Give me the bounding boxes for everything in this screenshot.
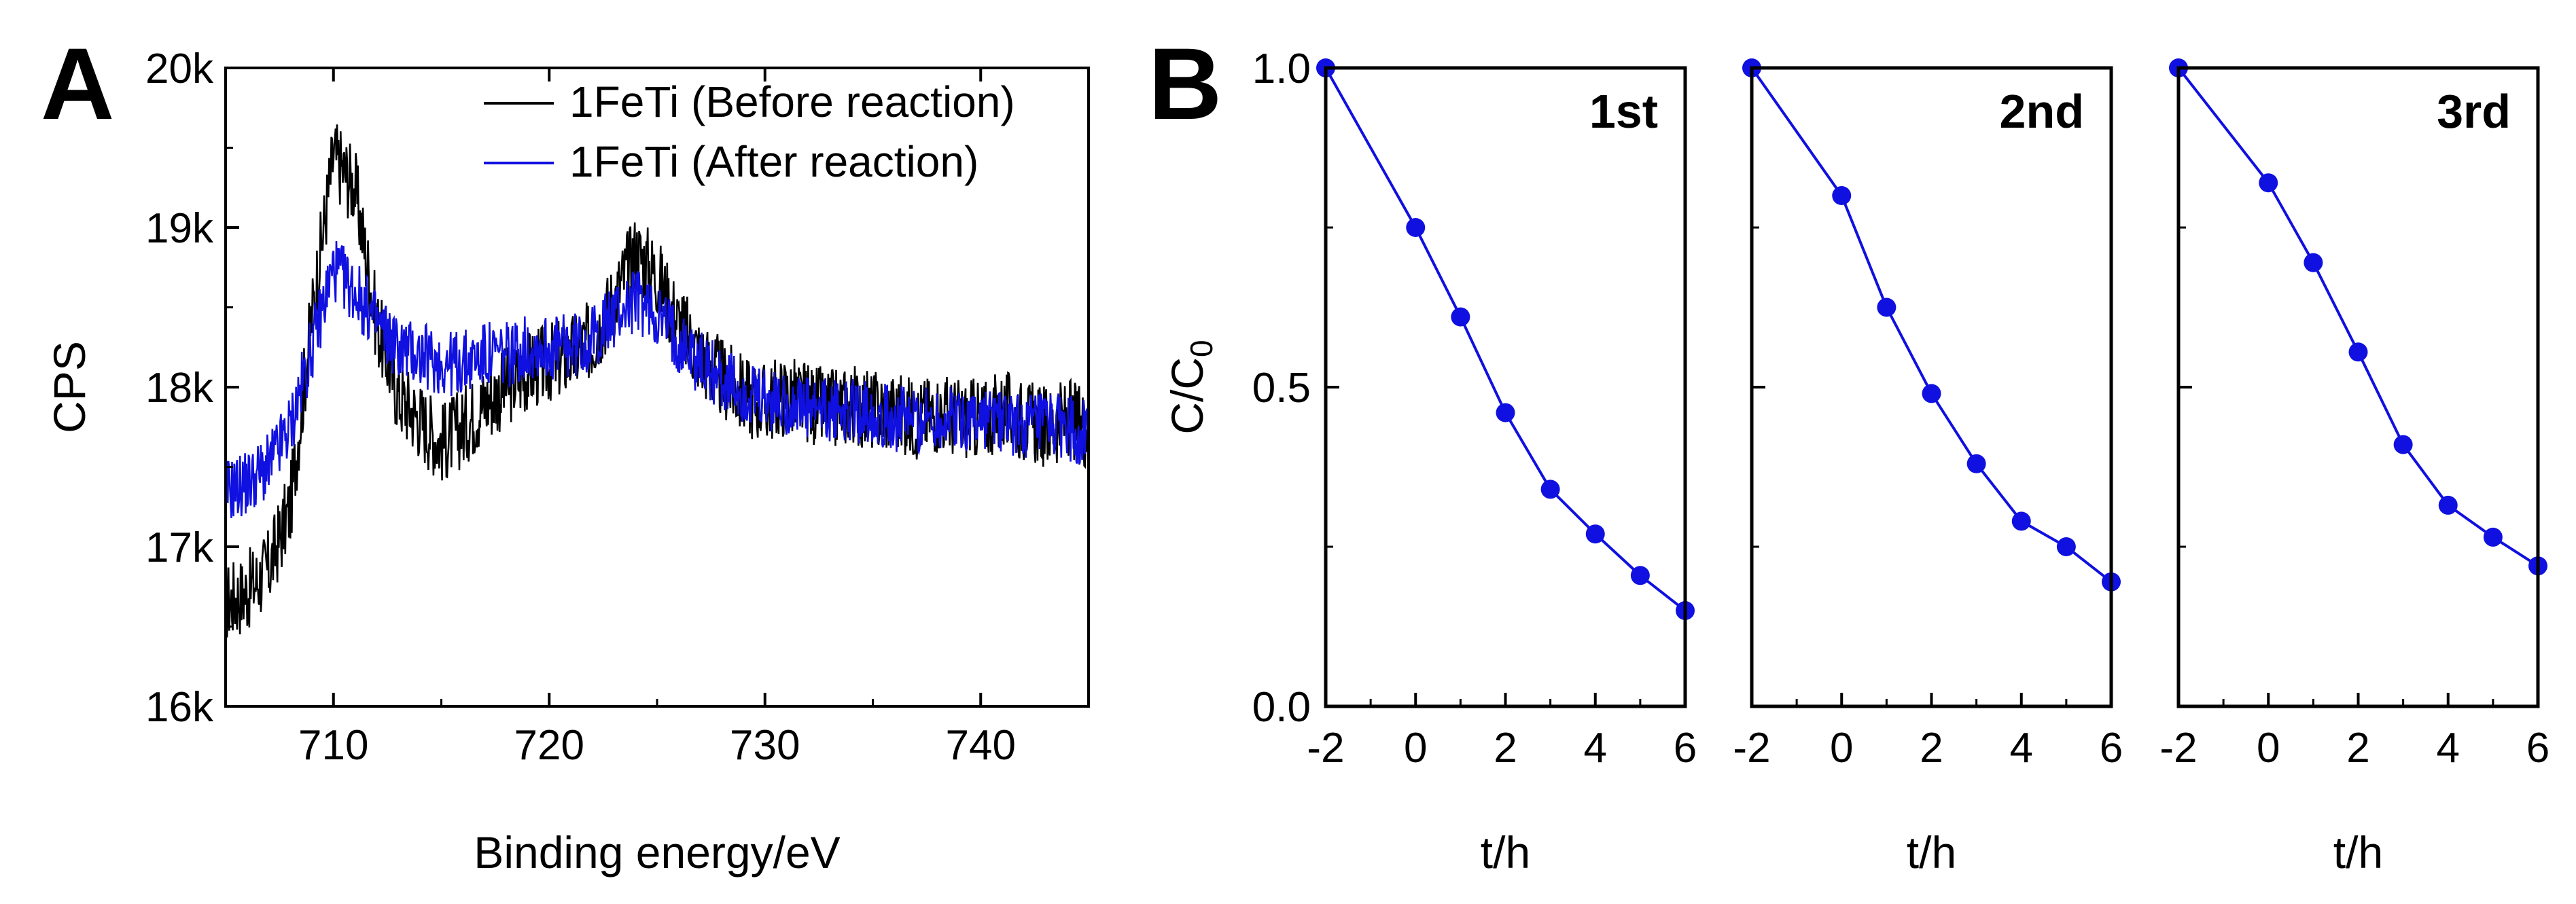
- kinetics-subplot-2nd: -2 0 2 4 6 2nd t/h: [1733, 58, 2123, 878]
- x-tick-label: 730: [730, 722, 800, 769]
- y-axis-title: C/C0: [1162, 340, 1219, 434]
- y-tick-label: 16k: [145, 684, 214, 731]
- x-tick-label: 2: [1920, 725, 1943, 772]
- x-tick-label: 4: [2010, 725, 2033, 772]
- series-line: [2177, 67, 2539, 567]
- x-tick-label: 4: [2437, 725, 2460, 772]
- x-tick-label: 0: [2257, 725, 2280, 772]
- data-point: [2438, 495, 2458, 515]
- y-tick-label: 19k: [145, 205, 214, 252]
- legend-entry-0: 1FeTi (Before reaction): [569, 77, 1015, 126]
- data-point: [2348, 342, 2368, 362]
- x-tick-label: 6: [2100, 725, 2123, 772]
- y-axis-title-main: C/C: [1162, 357, 1212, 435]
- series-line-1: [224, 240, 1090, 518]
- panel-a-label: A: [41, 26, 114, 141]
- x-tick-label: -2: [1733, 725, 1770, 772]
- data-point: [2056, 537, 2076, 556]
- panel-a-xps-chart: 710 720 730 740 16k 17k 18k 19k 20k Binding energ…: [44, 46, 1090, 878]
- x-tick-label: 6: [1674, 725, 1697, 772]
- data-point: [2011, 511, 2031, 531]
- x-tick-label: 0: [1404, 725, 1427, 772]
- x-tick-label: 2: [1494, 725, 1517, 772]
- y-tick-label: 0.0: [1252, 684, 1311, 731]
- plot-frame: [2176, 66, 2540, 708]
- round-label: 2nd: [2000, 85, 2084, 138]
- y-axis-title: CPS: [44, 341, 94, 433]
- data-point: [1966, 454, 1986, 473]
- data-point: [1585, 524, 1605, 544]
- x-tick-label: 4: [1584, 725, 1607, 772]
- y-tick-label: 18k: [145, 365, 214, 412]
- x-tick-label: -2: [1307, 725, 1344, 772]
- x-axis-title: t/h: [1481, 827, 1530, 878]
- x-tick-label: 6: [2526, 725, 2549, 772]
- y-axis-title-subscript: 0: [1184, 340, 1219, 357]
- x-axis-title: Binding energy/eV: [474, 827, 840, 878]
- legend-entry-1: 1FeTi (After reaction): [569, 137, 978, 186]
- data-point: [1451, 307, 1470, 327]
- y-tick-label: 17k: [145, 524, 214, 571]
- x-axis-title: t/h: [1907, 827, 1956, 878]
- round-label: 1st: [1589, 85, 1658, 138]
- data-point: [1832, 186, 1852, 205]
- series-line-0: [224, 124, 1090, 638]
- series-line: [1750, 67, 2113, 583]
- data-point: [2304, 253, 2323, 272]
- panel-b-label: B: [1148, 26, 1222, 141]
- x-axis-title: t/h: [2333, 827, 2383, 878]
- data-point: [2259, 173, 2278, 193]
- x-tick-label: -2: [2159, 725, 2197, 772]
- data-point: [1877, 297, 1896, 317]
- data-point: [2393, 435, 2413, 454]
- data-point: [2483, 527, 2503, 547]
- x-tick-label: 720: [514, 722, 584, 769]
- x-tick-label: 0: [1830, 725, 1853, 772]
- y-tick-label: 0.5: [1252, 365, 1311, 412]
- data-point: [1406, 218, 1426, 237]
- data-point: [1496, 403, 1515, 422]
- x-tick-label: 710: [298, 722, 368, 769]
- series-line: [1324, 67, 1687, 612]
- y-tick-label: 20k: [145, 46, 214, 92]
- data-point: [1922, 384, 1941, 403]
- x-tick-label: 2: [2346, 725, 2369, 772]
- x-tick-label: 740: [946, 722, 1016, 769]
- data-point: [1630, 566, 1650, 585]
- round-label: 3rd: [2437, 85, 2511, 138]
- data-point: [1540, 480, 1560, 499]
- y-tick-label: 1.0: [1252, 46, 1311, 92]
- kinetics-subplot-3rd: -2 0 2 4 6 3rd t/h: [2159, 58, 2549, 878]
